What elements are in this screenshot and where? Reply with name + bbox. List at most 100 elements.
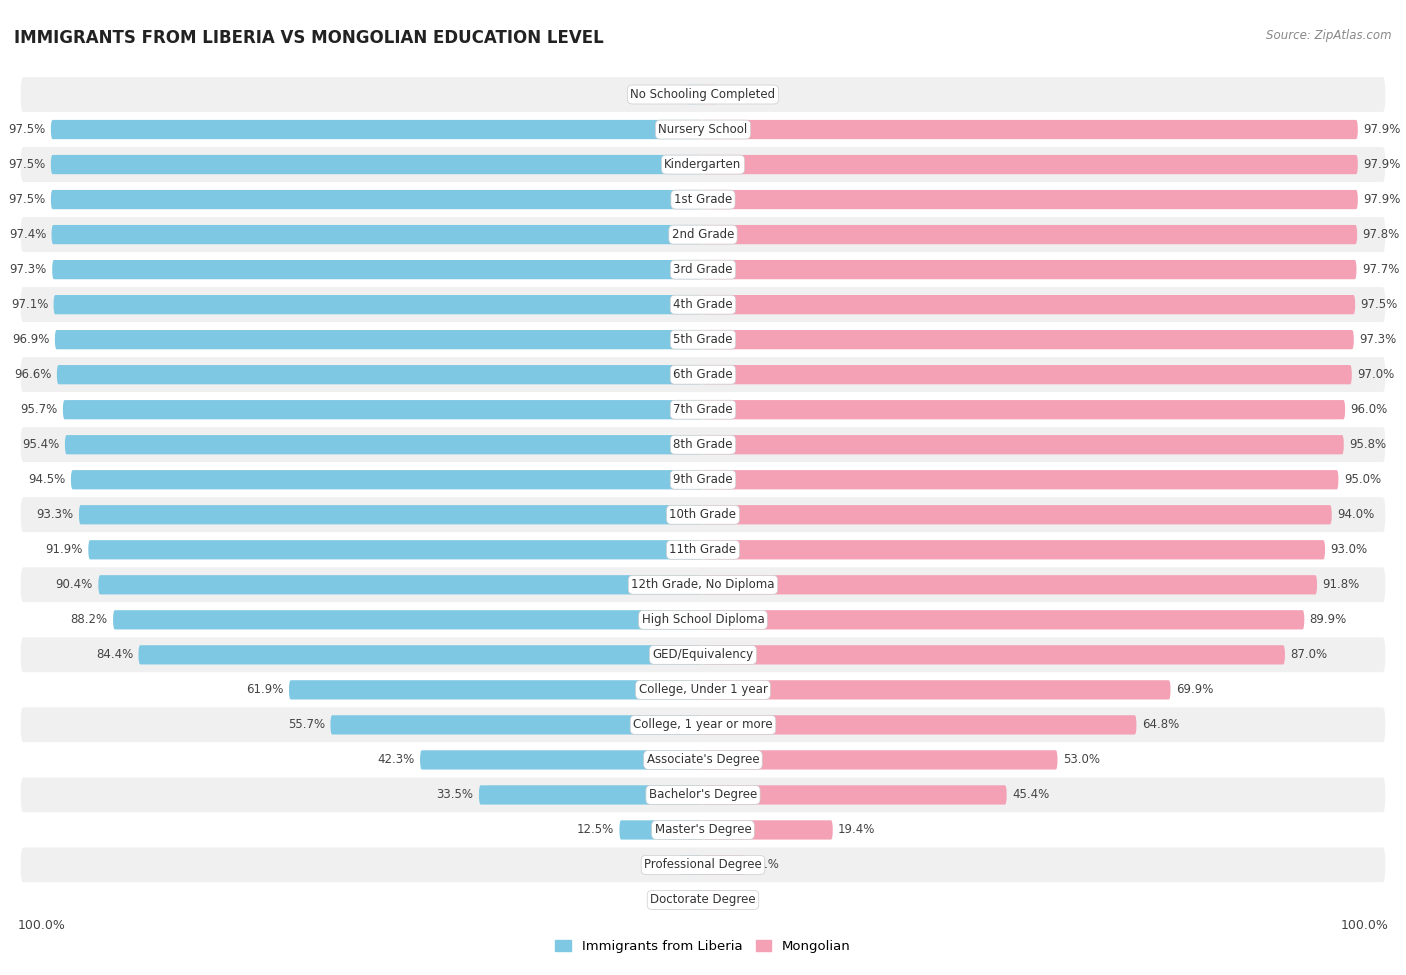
Text: 97.5%: 97.5% bbox=[8, 123, 45, 136]
FancyBboxPatch shape bbox=[21, 882, 1385, 917]
FancyBboxPatch shape bbox=[65, 435, 703, 454]
FancyBboxPatch shape bbox=[703, 120, 1358, 139]
Text: Professional Degree: Professional Degree bbox=[644, 858, 762, 872]
Text: 2.1%: 2.1% bbox=[723, 88, 752, 101]
FancyBboxPatch shape bbox=[21, 392, 1385, 427]
FancyBboxPatch shape bbox=[703, 365, 1351, 384]
Text: 94.0%: 94.0% bbox=[1337, 508, 1374, 522]
FancyBboxPatch shape bbox=[21, 567, 1385, 603]
FancyBboxPatch shape bbox=[290, 681, 703, 699]
Text: 8th Grade: 8th Grade bbox=[673, 438, 733, 451]
Text: Kindergarten: Kindergarten bbox=[665, 158, 741, 171]
FancyBboxPatch shape bbox=[21, 497, 1385, 532]
Text: 97.4%: 97.4% bbox=[8, 228, 46, 241]
Text: 53.0%: 53.0% bbox=[1063, 754, 1099, 766]
FancyBboxPatch shape bbox=[21, 112, 1385, 147]
Text: 1.5%: 1.5% bbox=[658, 893, 688, 907]
FancyBboxPatch shape bbox=[21, 708, 1385, 742]
FancyBboxPatch shape bbox=[479, 785, 703, 804]
Text: College, 1 year or more: College, 1 year or more bbox=[633, 719, 773, 731]
FancyBboxPatch shape bbox=[703, 855, 744, 875]
Text: 6th Grade: 6th Grade bbox=[673, 369, 733, 381]
FancyBboxPatch shape bbox=[686, 85, 703, 104]
FancyBboxPatch shape bbox=[21, 742, 1385, 777]
Text: 84.4%: 84.4% bbox=[96, 648, 134, 661]
Text: College, Under 1 year: College, Under 1 year bbox=[638, 683, 768, 696]
FancyBboxPatch shape bbox=[703, 575, 1317, 595]
Text: 97.5%: 97.5% bbox=[8, 193, 45, 206]
Text: 11th Grade: 11th Grade bbox=[669, 543, 737, 557]
Text: 9th Grade: 9th Grade bbox=[673, 473, 733, 487]
Text: Doctorate Degree: Doctorate Degree bbox=[650, 893, 756, 907]
FancyBboxPatch shape bbox=[21, 217, 1385, 253]
FancyBboxPatch shape bbox=[89, 540, 703, 560]
Text: 97.9%: 97.9% bbox=[1364, 158, 1400, 171]
Text: 95.7%: 95.7% bbox=[20, 404, 58, 416]
FancyBboxPatch shape bbox=[21, 287, 1385, 322]
Text: 2nd Grade: 2nd Grade bbox=[672, 228, 734, 241]
Text: 33.5%: 33.5% bbox=[437, 789, 474, 801]
Text: 95.4%: 95.4% bbox=[22, 438, 59, 451]
Text: 88.2%: 88.2% bbox=[70, 613, 108, 626]
FancyBboxPatch shape bbox=[52, 225, 703, 244]
FancyBboxPatch shape bbox=[55, 330, 703, 349]
FancyBboxPatch shape bbox=[703, 785, 1007, 804]
FancyBboxPatch shape bbox=[51, 190, 703, 210]
Text: 3rd Grade: 3rd Grade bbox=[673, 263, 733, 276]
FancyBboxPatch shape bbox=[21, 147, 1385, 182]
FancyBboxPatch shape bbox=[703, 820, 832, 839]
FancyBboxPatch shape bbox=[52, 260, 703, 279]
Text: 2.5%: 2.5% bbox=[651, 88, 681, 101]
Text: 4th Grade: 4th Grade bbox=[673, 298, 733, 311]
FancyBboxPatch shape bbox=[70, 470, 703, 489]
Text: 95.0%: 95.0% bbox=[1344, 473, 1381, 487]
FancyBboxPatch shape bbox=[21, 253, 1385, 287]
FancyBboxPatch shape bbox=[703, 190, 1358, 210]
Text: 61.9%: 61.9% bbox=[246, 683, 284, 696]
FancyBboxPatch shape bbox=[703, 225, 1357, 244]
Text: GED/Equivalency: GED/Equivalency bbox=[652, 648, 754, 661]
FancyBboxPatch shape bbox=[703, 751, 1057, 769]
FancyBboxPatch shape bbox=[51, 120, 703, 139]
FancyBboxPatch shape bbox=[21, 777, 1385, 812]
Text: 2.8%: 2.8% bbox=[727, 893, 756, 907]
FancyBboxPatch shape bbox=[703, 645, 1285, 665]
Text: 90.4%: 90.4% bbox=[56, 578, 93, 591]
FancyBboxPatch shape bbox=[703, 155, 1358, 175]
Text: 89.9%: 89.9% bbox=[1309, 613, 1347, 626]
Text: 1st Grade: 1st Grade bbox=[673, 193, 733, 206]
Text: 12th Grade, No Diploma: 12th Grade, No Diploma bbox=[631, 578, 775, 591]
FancyBboxPatch shape bbox=[693, 890, 703, 910]
FancyBboxPatch shape bbox=[703, 681, 1171, 699]
Text: 91.9%: 91.9% bbox=[45, 543, 83, 557]
Text: Master's Degree: Master's Degree bbox=[655, 824, 751, 837]
FancyBboxPatch shape bbox=[703, 435, 1344, 454]
FancyBboxPatch shape bbox=[703, 400, 1346, 419]
FancyBboxPatch shape bbox=[703, 85, 717, 104]
Text: 7th Grade: 7th Grade bbox=[673, 404, 733, 416]
Text: 64.8%: 64.8% bbox=[1142, 719, 1180, 731]
Text: 19.4%: 19.4% bbox=[838, 824, 876, 837]
FancyBboxPatch shape bbox=[51, 155, 703, 175]
Text: 3.4%: 3.4% bbox=[645, 858, 675, 872]
Text: 94.5%: 94.5% bbox=[28, 473, 66, 487]
FancyBboxPatch shape bbox=[21, 77, 1385, 112]
FancyBboxPatch shape bbox=[21, 322, 1385, 357]
FancyBboxPatch shape bbox=[330, 716, 703, 734]
Text: 87.0%: 87.0% bbox=[1291, 648, 1327, 661]
FancyBboxPatch shape bbox=[703, 610, 1305, 630]
FancyBboxPatch shape bbox=[703, 330, 1354, 349]
Text: 93.0%: 93.0% bbox=[1330, 543, 1368, 557]
Text: 96.6%: 96.6% bbox=[14, 369, 52, 381]
Text: 97.1%: 97.1% bbox=[11, 298, 48, 311]
Text: Source: ZipAtlas.com: Source: ZipAtlas.com bbox=[1267, 29, 1392, 42]
Text: IMMIGRANTS FROM LIBERIA VS MONGOLIAN EDUCATION LEVEL: IMMIGRANTS FROM LIBERIA VS MONGOLIAN EDU… bbox=[14, 29, 603, 47]
Text: 93.3%: 93.3% bbox=[37, 508, 73, 522]
FancyBboxPatch shape bbox=[63, 400, 703, 419]
Text: Nursery School: Nursery School bbox=[658, 123, 748, 136]
Text: 97.8%: 97.8% bbox=[1362, 228, 1400, 241]
Legend: Immigrants from Liberia, Mongolian: Immigrants from Liberia, Mongolian bbox=[550, 935, 856, 958]
Text: 100.0%: 100.0% bbox=[1341, 918, 1389, 932]
Text: 97.5%: 97.5% bbox=[8, 158, 45, 171]
Text: 97.5%: 97.5% bbox=[1361, 298, 1398, 311]
